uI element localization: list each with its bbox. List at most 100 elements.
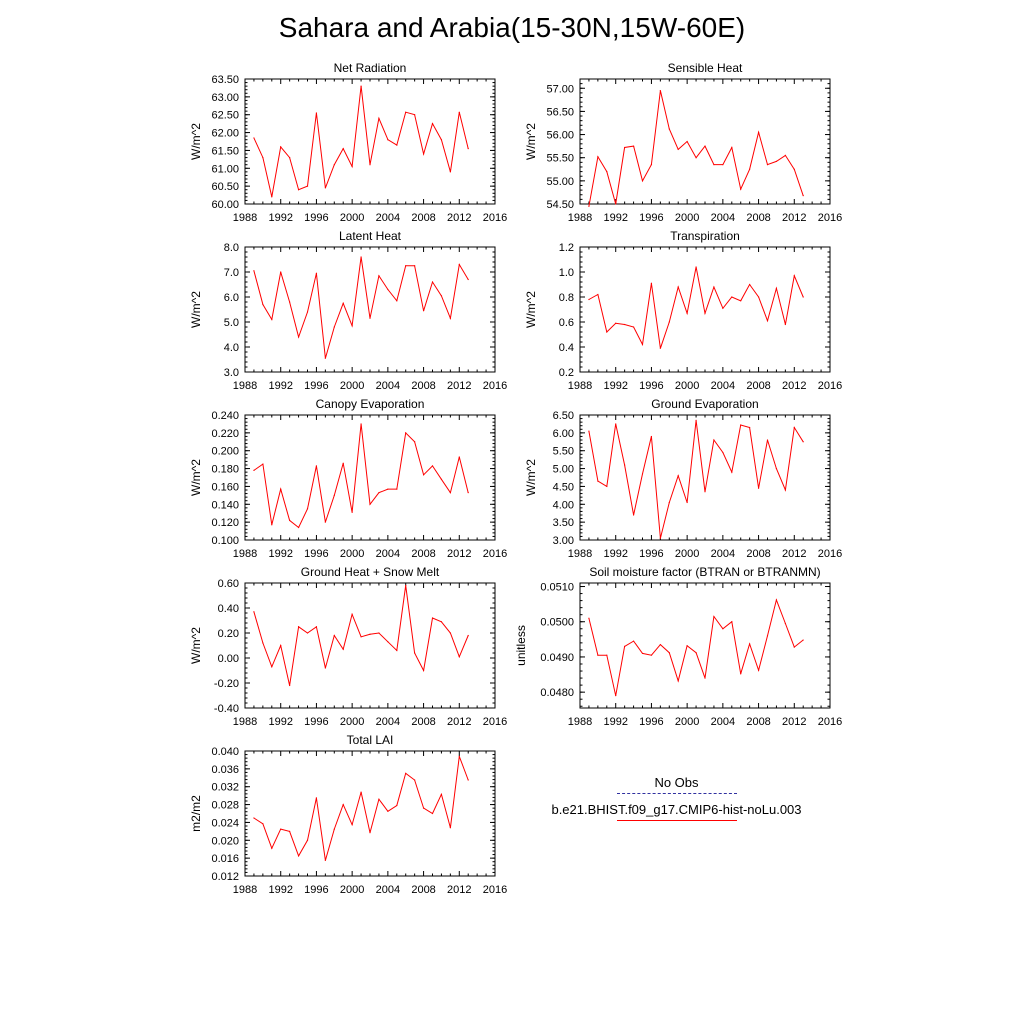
data-point [793,275,795,277]
panel-soil-moisture-factor-btran-or-btranmn: Soil moisture factor (BTRAN or BTRANMN) 1… [514,565,842,728]
data-point [740,673,742,675]
data-point [378,632,380,634]
x-tick-label: 1992 [603,212,627,224]
data-point [280,644,282,647]
data-point [722,628,724,630]
data-point [360,423,362,425]
data-point [449,632,451,634]
y-tick-label: 0.028 [211,800,239,812]
data-point [775,160,778,163]
x-tick-label: 2004 [711,716,735,728]
panel-title: Ground Heat + Snow Melt [301,565,440,579]
data-point [306,632,309,634]
data-point [624,464,626,466]
data-point [632,326,635,328]
data-point [588,298,590,301]
data-point [740,300,742,302]
x-tick-label: 2008 [411,884,435,896]
x-tick-label: 1996 [304,716,328,728]
data-point [458,656,460,658]
plot-frame [579,78,831,205]
y-tick-label: 0.0510 [540,582,574,594]
x-tick-label: 1988 [568,548,592,560]
data-point [253,137,255,139]
panel-canopy-evaporation: Canopy Evaporation 1988 1992 1996 2000 2004 20… [189,397,507,560]
data-point [597,480,599,482]
data-point [333,494,335,496]
data-point [766,439,769,441]
data-point [606,654,608,656]
data-point [677,148,679,150]
legend-line-model [616,820,737,821]
data-point [396,144,398,146]
y-axis-label: W/m^2 [189,123,203,160]
x-tick-label: 2004 [711,380,735,392]
x-tick-label: 1996 [304,212,328,224]
legend-label-obs: No Obs [654,775,699,790]
data-point [449,171,451,173]
data-point [351,613,353,615]
y-tick-label: 0.200 [211,446,239,458]
x-tick-label: 2000 [340,716,364,728]
data-point [289,519,291,521]
data-point [802,195,804,197]
legend-label-model: b.e21.BHIST.f09_g17.CMIP6-hist-noLu.003 [551,802,802,817]
y-tick-label: 1.0 [559,267,574,279]
data-point [333,828,335,830]
y-tick-label: 0.220 [211,428,239,440]
x-tick-label: 2008 [411,716,435,728]
y-tick-label: 0.6 [559,317,574,329]
y-tick-label: 0.120 [211,517,239,529]
figure-title: Sahara and Arabia(15-30N,15W-60E) [278,12,746,43]
data-point [695,266,697,268]
data-point [369,503,371,505]
x-tick-label: 1992 [268,716,292,728]
data-point [650,164,653,166]
data-point [271,524,273,526]
y-tick-label: 3.0 [224,367,239,379]
y-tick-label: 4.00 [553,499,574,511]
data-point [615,322,617,324]
y-tick-label: 56.00 [546,130,574,142]
x-tick-label: 1996 [304,548,328,560]
x-tick-label: 1996 [304,884,328,896]
data-point [333,326,335,328]
x-tick-label: 2004 [376,884,400,896]
panel-title: Total LAI [347,733,394,747]
data-point [641,652,644,655]
x-tick-label: 1988 [233,884,257,896]
data-point [650,654,653,656]
data-point [271,666,273,668]
y-tick-label: 0.140 [211,499,239,511]
data-point [686,312,688,314]
x-tick-label: 1992 [603,548,627,560]
series-line [253,585,469,686]
data-point [422,807,425,809]
panel-latent-heat: Latent Heat 1988 1992 1996 2000 2004 2008 2012 2… [189,229,507,392]
x-tick-label: 1988 [568,212,592,224]
data-point [271,847,273,849]
data-point [369,633,371,635]
data-point [315,112,318,114]
y-tick-label: 0.036 [211,764,239,776]
x-tick-label: 1988 [568,716,592,728]
data-point [351,824,353,826]
y-tick-label: -0.20 [214,678,239,690]
panel-title: Sensible Heat [668,61,743,75]
y-tick-label: 0.0500 [540,617,574,629]
data-point [262,156,264,159]
data-point [253,611,255,613]
y-tick-label: 5.00 [553,464,574,476]
x-tick-label: 2000 [675,548,699,560]
data-point [458,111,460,113]
data-point [632,514,635,516]
x-tick-label: 2000 [675,716,699,728]
data-point [722,164,724,166]
y-tick-label: 4.50 [553,481,574,493]
data-point [431,617,434,619]
x-tick-label: 2008 [411,548,435,560]
x-tick-label: 1992 [268,380,292,392]
x-tick-label: 2008 [746,380,770,392]
x-tick-label: 1988 [233,548,257,560]
